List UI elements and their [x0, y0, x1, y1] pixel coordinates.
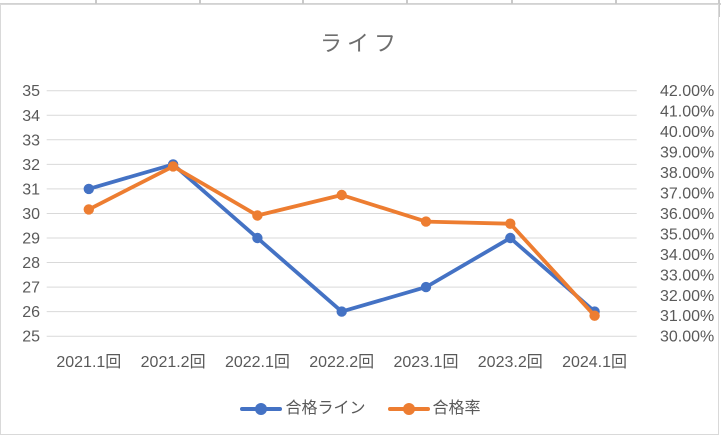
series-point-1[interactable] [83, 204, 95, 215]
legend-dot-icon [402, 403, 415, 415]
right-axis-tick-label: 40.00% [660, 124, 714, 141]
right-axis-tick-label: 42.00% [660, 83, 714, 100]
left-axis-tick-label: 30 [22, 206, 40, 223]
left-axis-tick-label: 27 [22, 280, 40, 297]
series-point-0[interactable] [505, 232, 516, 244]
legend-item-0[interactable]: 合格ライン [240, 400, 366, 417]
series-point-1[interactable] [589, 310, 600, 321]
sheet-column-gridline [406, 0, 408, 4]
right-axis-tick-label: 32.00% [660, 288, 714, 305]
series-point-1[interactable] [167, 161, 179, 172]
left-axis-tick-label: 32 [22, 157, 40, 174]
legend-line-marker-icon [240, 403, 283, 415]
series-point-1[interactable] [420, 216, 432, 227]
series-point-0[interactable] [252, 232, 263, 244]
left-axis-tick-label: 35 [22, 83, 40, 100]
legend-line-marker-icon [387, 403, 430, 415]
sheet-column-gridline [302, 0, 304, 4]
right-axis-tick-label: 41.00% [660, 104, 714, 121]
right-axis-tick-label: 39.00% [660, 145, 714, 162]
legend-item-1[interactable]: 合格率 [387, 400, 481, 417]
x-axis-category-label: 2021.2回 [141, 354, 206, 371]
left-axis-tick-label: 29 [22, 231, 40, 248]
right-axis-tick-label: 36.00% [660, 206, 714, 223]
left-axis-tick-label: 25 [22, 329, 40, 346]
x-axis-category-label: 2024.1回 [562, 354, 627, 371]
series-point-0[interactable] [83, 183, 95, 195]
sheet-column-gridline [95, 0, 97, 4]
series-point-1[interactable] [336, 189, 347, 201]
x-axis-category-label: 2021.1回 [56, 354, 121, 371]
legend-label: 合格率 [432, 400, 481, 417]
right-axis-tick-label: 38.00% [660, 165, 714, 182]
right-axis-tick-label: 34.00% [660, 247, 714, 264]
series-point-1[interactable] [505, 218, 516, 229]
right-axis-tick-label: 30.00% [660, 329, 714, 346]
sheet-column-gridline [718, 0, 720, 17]
right-axis-tick-label: 37.00% [660, 185, 714, 202]
left-axis-tick-label: 31 [22, 181, 40, 198]
series-point-0[interactable] [336, 306, 347, 317]
sheet-column-gridline [615, 0, 617, 4]
left-axis-tick-label: 26 [22, 304, 40, 321]
chart-title: ライフ [319, 31, 401, 56]
sheet-column-gridline [511, 0, 513, 4]
legend-label: 合格ライン [285, 400, 366, 417]
left-axis-tick-label: 28 [22, 255, 40, 272]
left-axis-tick-label: 34 [22, 108, 40, 125]
right-axis-tick-label: 35.00% [660, 226, 714, 243]
x-axis-category-label: 2023.1回 [394, 354, 459, 371]
series-point-0[interactable] [420, 281, 432, 293]
chart[interactable] [0, 4, 719, 435]
right-axis-tick-label: 33.00% [660, 267, 714, 284]
left-axis-tick-label: 33 [22, 132, 40, 149]
legend-dot-icon [255, 403, 268, 415]
series-point-1[interactable] [252, 210, 263, 221]
sheet-column-gridline [199, 0, 201, 4]
x-axis-category-label: 2022.2回 [309, 354, 374, 371]
right-axis-tick-label: 31.00% [660, 308, 714, 325]
x-axis-category-label: 2022.1回 [225, 354, 290, 371]
legend[interactable]: 合格ライン 合格率 [0, 398, 721, 420]
x-axis-category-label: 2023.2回 [478, 354, 543, 371]
